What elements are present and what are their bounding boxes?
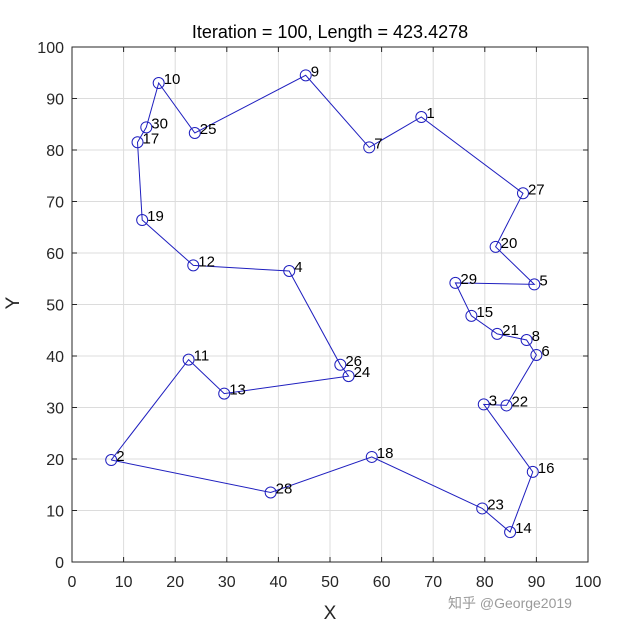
city-label-29: 29 xyxy=(460,271,477,288)
city-marker-25 xyxy=(188,127,201,140)
city-label-4: 4 xyxy=(294,259,302,276)
city-markers xyxy=(105,69,543,539)
y-tick-label: 20 xyxy=(46,452,64,469)
city-marker-30 xyxy=(140,121,153,134)
city-marker-17 xyxy=(131,136,144,149)
city-marker-20 xyxy=(489,240,502,253)
city-label-7: 7 xyxy=(374,135,382,152)
x-tick-label: 0 xyxy=(68,574,77,591)
city-label-21: 21 xyxy=(502,322,519,339)
city-marker-9 xyxy=(299,69,312,82)
city-label-6: 6 xyxy=(541,343,549,360)
y-tick-label: 90 xyxy=(46,92,64,109)
city-labels: 1234567891011121314151617181920212223242… xyxy=(116,63,554,537)
grid-lines xyxy=(72,47,588,562)
city-label-12: 12 xyxy=(198,253,215,270)
x-tick-label: 20 xyxy=(166,574,184,591)
city-label-13: 13 xyxy=(229,382,246,399)
city-marker-12 xyxy=(187,259,200,272)
y-tick-label: 10 xyxy=(46,504,64,521)
city-label-20: 20 xyxy=(501,235,518,252)
city-label-3: 3 xyxy=(489,392,497,409)
y-tick-label: 40 xyxy=(46,349,64,366)
watermark-text: 知乎 @George2019 xyxy=(448,595,572,611)
x-tick-label: 50 xyxy=(321,574,339,591)
axis-ticks: 0 10 20 30 40 50 60 70 80 90 100 0 10 20 30 40 50 60 70 80 9… xyxy=(37,40,601,591)
city-marker-6 xyxy=(530,348,543,361)
x-tick-label: 60 xyxy=(373,574,391,591)
y-tick-label: 60 xyxy=(46,246,64,263)
y-tick-label: 80 xyxy=(46,143,64,160)
city-marker-18 xyxy=(365,450,378,463)
city-label-23: 23 xyxy=(487,496,504,513)
y-axis-label: Y xyxy=(3,296,24,309)
y-tick-label: 0 xyxy=(55,555,64,572)
city-label-24: 24 xyxy=(354,364,371,381)
city-marker-15 xyxy=(465,309,478,322)
city-marker-24 xyxy=(342,370,355,383)
city-marker-11 xyxy=(182,353,195,366)
city-label-22: 22 xyxy=(511,393,528,410)
city-marker-4 xyxy=(283,265,296,278)
city-marker-23 xyxy=(476,502,489,515)
city-marker-16 xyxy=(526,465,539,478)
city-label-27: 27 xyxy=(528,181,545,198)
city-marker-3 xyxy=(477,398,490,411)
city-label-9: 9 xyxy=(311,63,319,80)
city-label-14: 14 xyxy=(515,520,532,537)
city-marker-2 xyxy=(105,454,118,467)
city-marker-13 xyxy=(218,387,231,400)
city-label-16: 16 xyxy=(538,460,555,477)
city-label-8: 8 xyxy=(532,328,540,345)
city-marker-7 xyxy=(363,141,376,154)
y-tick-label: 100 xyxy=(37,40,64,57)
city-marker-5 xyxy=(528,278,541,291)
x-tick-label: 10 xyxy=(115,574,133,591)
city-label-10: 10 xyxy=(164,71,181,88)
city-marker-22 xyxy=(500,399,513,412)
city-label-30: 30 xyxy=(151,115,168,132)
x-axis-label: X xyxy=(324,603,337,624)
city-marker-28 xyxy=(264,486,277,499)
city-label-18: 18 xyxy=(377,445,394,462)
x-tick-label: 80 xyxy=(476,574,494,591)
city-label-17: 17 xyxy=(143,130,160,147)
city-label-25: 25 xyxy=(200,121,217,138)
city-marker-10 xyxy=(152,77,165,90)
x-tick-label: 90 xyxy=(528,574,546,591)
city-marker-8 xyxy=(520,334,533,347)
city-marker-19 xyxy=(136,214,149,227)
city-marker-14 xyxy=(504,526,517,539)
city-label-15: 15 xyxy=(476,304,493,321)
city-label-26: 26 xyxy=(345,353,362,370)
x-tick-label: 70 xyxy=(424,574,442,591)
city-label-1: 1 xyxy=(426,105,434,122)
city-label-2: 2 xyxy=(116,448,124,465)
city-label-5: 5 xyxy=(539,272,547,289)
city-marker-26 xyxy=(334,358,347,371)
city-marker-27 xyxy=(516,187,529,200)
x-tick-label: 30 xyxy=(218,574,236,591)
y-tick-label: 30 xyxy=(46,401,64,418)
x-tick-label: 40 xyxy=(270,574,288,591)
city-marker-1 xyxy=(415,111,428,124)
route-line xyxy=(110,74,537,533)
city-marker-21 xyxy=(491,327,504,340)
chart-title: Iteration = 100, Length = 423.4278 xyxy=(192,22,468,42)
x-tick-label: 100 xyxy=(575,574,602,591)
y-tick-label: 50 xyxy=(46,298,64,315)
city-label-11: 11 xyxy=(194,348,210,365)
city-marker-29 xyxy=(449,276,462,289)
city-label-19: 19 xyxy=(147,208,164,225)
y-tick-label: 70 xyxy=(46,195,64,212)
city-label-28: 28 xyxy=(276,480,293,497)
